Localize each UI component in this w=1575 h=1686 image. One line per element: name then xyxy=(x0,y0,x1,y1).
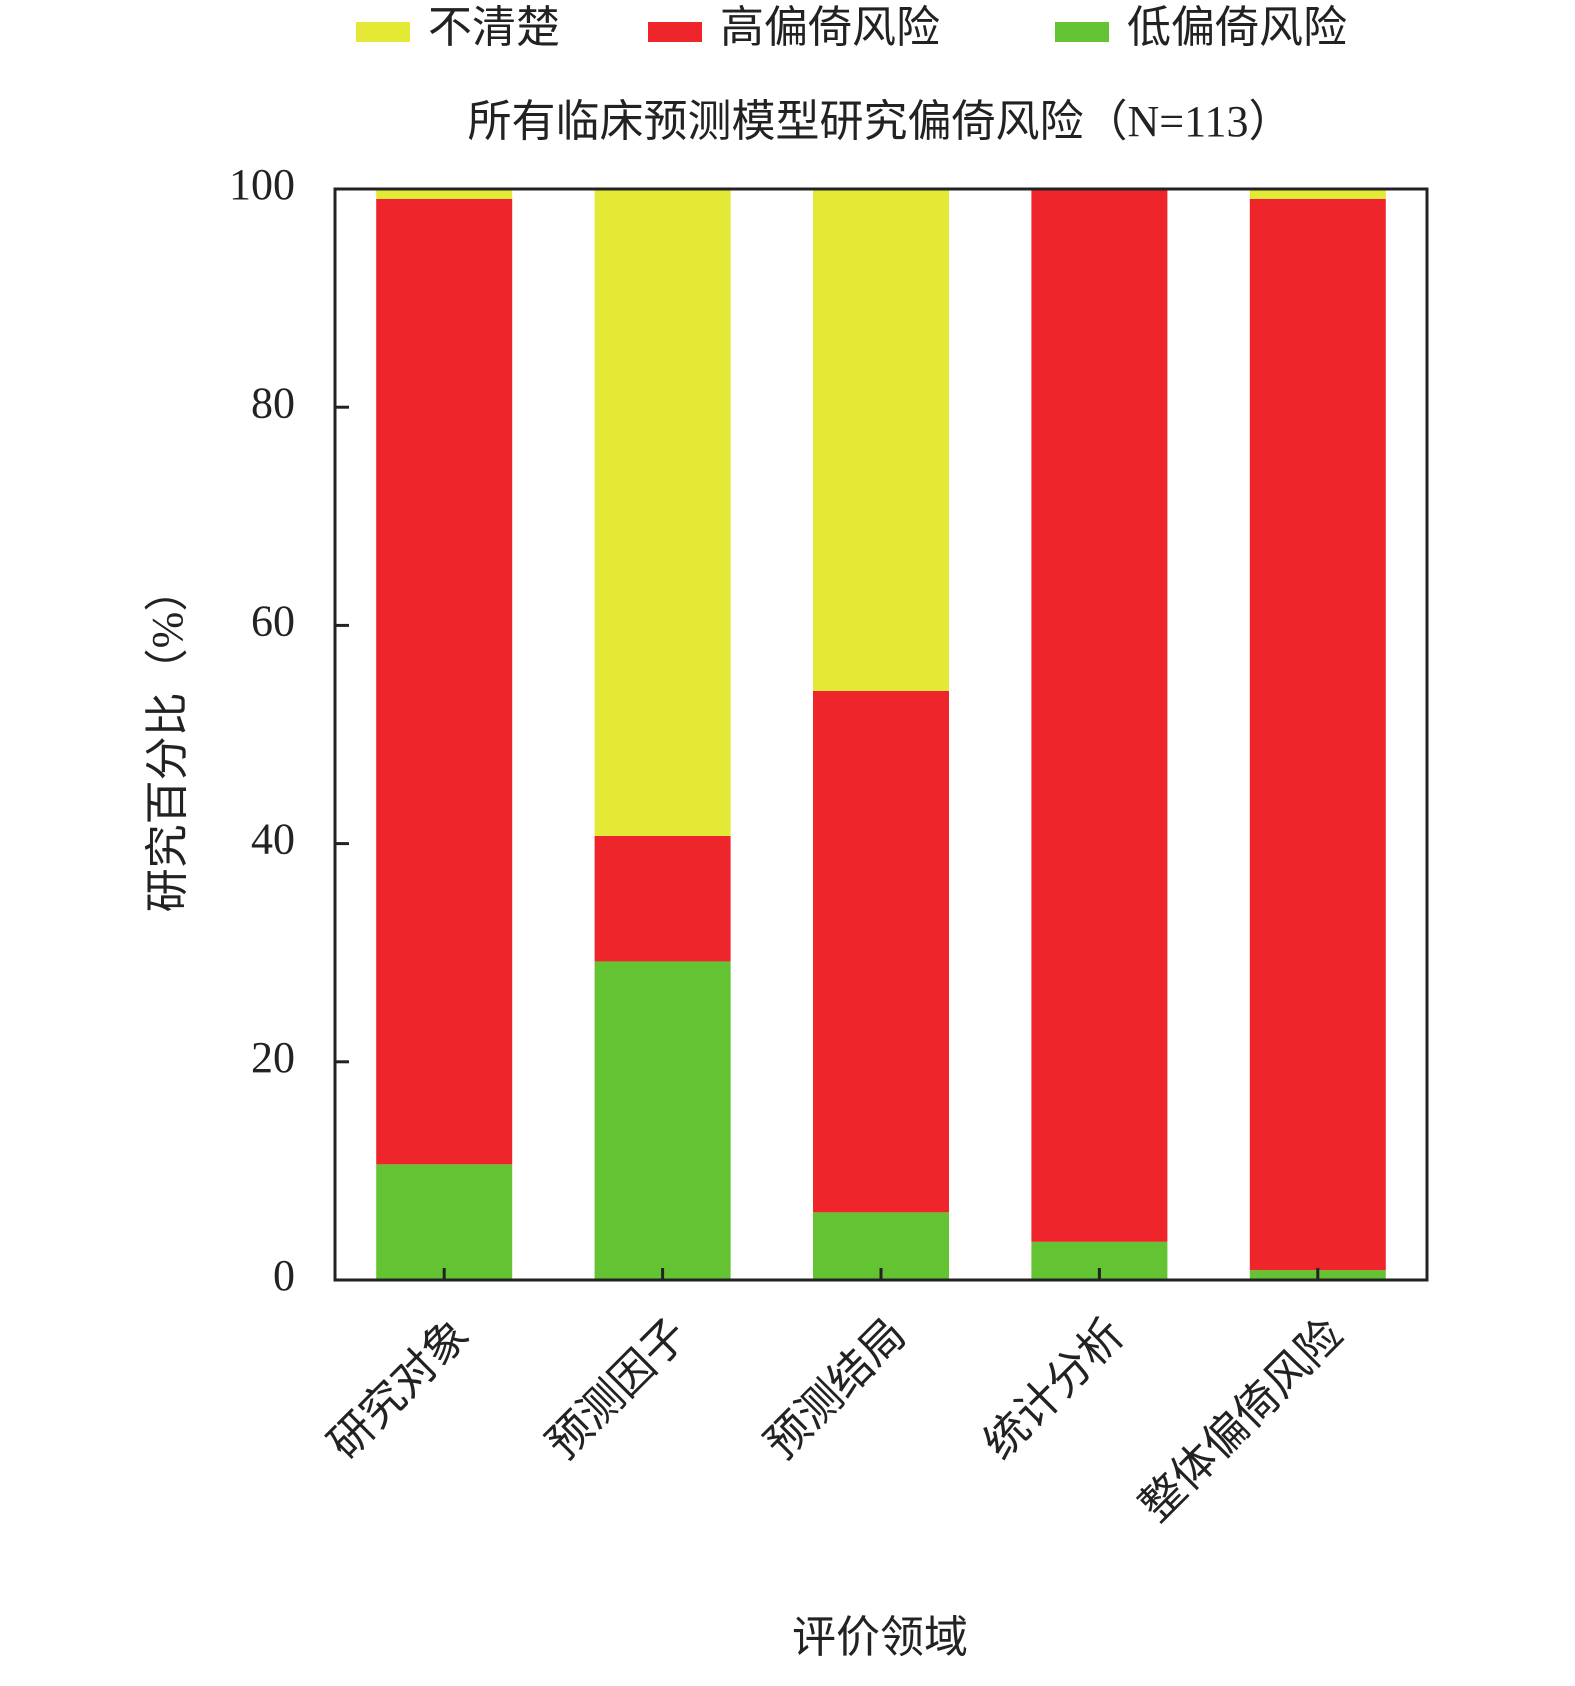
bar-segment xyxy=(813,189,949,691)
bar-segment xyxy=(813,690,949,1213)
y-tick-label: 80 xyxy=(251,378,295,427)
bar-segment xyxy=(1249,189,1386,199)
bar-segment xyxy=(376,189,513,199)
y-tick-label: 40 xyxy=(251,815,295,864)
chart-title: 所有临床预测模型研究偏倚风险（N=113） xyxy=(468,97,1293,146)
bar-segment xyxy=(1031,189,1168,1242)
legend-swatch xyxy=(356,22,410,42)
bar-segment xyxy=(376,198,513,1165)
legend-label: 低偏倚风险 xyxy=(1127,3,1347,52)
x-tick-label: 整体偏倚风险 xyxy=(1131,1310,1352,1531)
y-tick-label: 60 xyxy=(251,596,295,645)
bar-segment xyxy=(1249,198,1386,1271)
legend-swatch xyxy=(1055,22,1109,42)
bar-segment xyxy=(376,1164,513,1280)
y-axis-label: 研究百分比（%） xyxy=(143,568,192,913)
y-tick-label: 0 xyxy=(273,1251,295,1300)
legend-label: 高偏倚风险 xyxy=(720,3,940,52)
x-tick-label: 统计分析 xyxy=(975,1310,1134,1469)
bar-segment xyxy=(594,961,731,1280)
legend-label: 不清楚 xyxy=(428,3,560,52)
legend-swatch xyxy=(648,22,702,42)
x-tick-label: 预测因子 xyxy=(538,1310,697,1469)
x-axis-label: 评价领域 xyxy=(792,1613,968,1662)
plot-frame xyxy=(333,187,1429,1282)
y-tick-label: 20 xyxy=(251,1033,295,1082)
bar-segment xyxy=(594,835,731,962)
x-tick-label: 预测结局 xyxy=(756,1310,915,1469)
x-tick-label: 研究对象 xyxy=(319,1310,478,1469)
bar-segment xyxy=(594,189,731,836)
y-tick-label: 100 xyxy=(229,160,295,209)
